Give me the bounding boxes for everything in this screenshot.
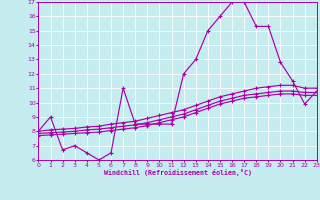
- X-axis label: Windchill (Refroidissement éolien,°C): Windchill (Refroidissement éolien,°C): [104, 169, 252, 176]
